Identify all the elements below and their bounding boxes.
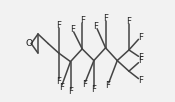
Text: F: F bbox=[91, 85, 96, 94]
Text: F: F bbox=[105, 81, 110, 90]
Text: F: F bbox=[138, 76, 143, 85]
Text: F: F bbox=[56, 21, 61, 30]
Text: F: F bbox=[70, 25, 75, 34]
Text: F: F bbox=[138, 57, 143, 65]
Text: F: F bbox=[93, 22, 99, 31]
Text: O: O bbox=[25, 39, 32, 48]
Text: F: F bbox=[56, 77, 61, 86]
Text: F: F bbox=[59, 83, 64, 92]
Text: F: F bbox=[68, 87, 73, 96]
Text: F: F bbox=[80, 16, 85, 25]
Text: F: F bbox=[82, 80, 87, 89]
Text: F: F bbox=[138, 33, 143, 42]
Text: F: F bbox=[126, 17, 131, 26]
Text: F: F bbox=[103, 14, 108, 23]
Text: F: F bbox=[138, 53, 143, 62]
